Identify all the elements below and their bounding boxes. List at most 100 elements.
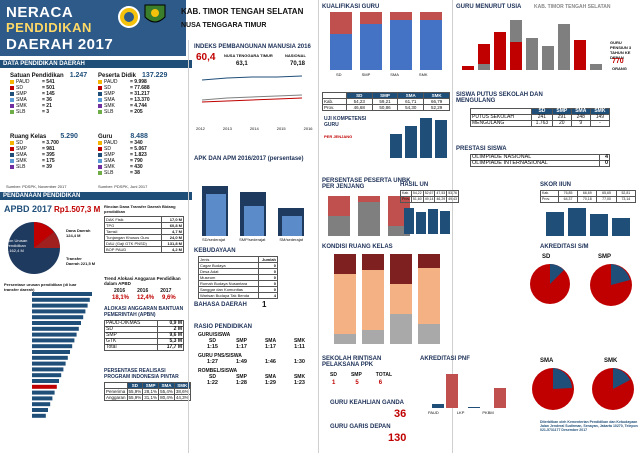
legend-swatch [98,171,102,175]
legend-swatch [98,165,102,169]
stat-label: SD [16,85,23,91]
ipm-year: 2013 [222,126,232,131]
hasil-un-title: HASIL UN [400,182,429,188]
stat-label: SMP [16,91,27,97]
peserta-block: Peserta Didik 137.229 PAUD = 9.998 SD = 77.… [98,72,184,115]
ruang-total: 5.290 [60,133,78,140]
kualifikasi-label: SMP [361,72,371,77]
ukg-title: UJI KOMPETENSI GURU [324,116,367,128]
persentase-bar [32,344,73,349]
stat-label: SMK [16,158,27,164]
stat-value: = 340 [130,140,143,146]
kebudayaan-title: KEBUDAYAAN [194,248,236,254]
kondisi-title: KONDISI RUANG KELAS [322,244,393,250]
footer-text: Diterbitkan oleh Kementerian Pendidikan … [540,420,638,432]
akreditasi-sd-label: SD [542,254,551,260]
rasio-cell: SMP [236,338,247,344]
stat-label: SMA [104,158,115,164]
ipm-col1-label: NUSA TENGGARA TIMUR [224,53,273,58]
stat-label: SD [104,85,111,91]
ruang-label: Ruang Kelas [10,134,47,140]
table-row: Warisan Budaya Tak Benda 4 [198,292,279,299]
cell-value: 44,3% [173,394,191,401]
satuan-total: 1.247 [69,72,88,79]
usia-note: GURU PENSIUN 3 TAHUN KE DEPAN [610,40,632,60]
cell-value: 55,9% [126,394,144,401]
ipm-year: 2015 [276,126,286,131]
cell-value: 70,18 [577,196,598,203]
rasio-grid: SD SMP SMA SMK 1:15 1:17 1:17 1:11 GURU PNS/SISW… [198,338,314,386]
stat-label: SMK [104,164,115,170]
stat-label: SMP [16,146,27,152]
table-row: Prov. 64,37 70,18 77,00 73,14 [540,196,637,203]
stat-value: = 145 [42,91,55,97]
table-row: Prov. 46,68 50,86 54,30 52,29 [322,104,450,111]
cell-value: 31,1% [142,394,160,401]
rasio-row: SD SMP SMA SMK [198,338,314,344]
cell-value: 64,37 [557,196,579,203]
kualifikasi-bar-chart [324,12,448,70]
stat-label: SLB [16,164,26,170]
stat-value: = 790 [130,158,143,164]
cell-value: 9 [570,120,591,127]
legend-swatch [98,98,102,102]
legend-swatch [98,104,102,108]
rasio-cell: 1:17 [264,344,276,350]
cell-value: 46,29 [434,196,448,203]
keahlian-title: GURU KEAHLIAN GANDA [330,400,404,406]
table-row: MENGULANG 1.763 20 9- [470,120,611,127]
ipm-year: 2012 [196,126,205,131]
stat-value: = 3.700 [42,140,59,146]
stat-value: = 541 [42,79,55,85]
persentase-bar [32,292,92,296]
persentase-bar [32,408,48,412]
persentase-bar [32,350,70,354]
cell-value: 52,29 [423,104,450,111]
table-row: BOP PAUD 4,2 M [103,246,184,253]
stat-label: PAUD [16,79,30,85]
rasio-cell: 1:30 [293,359,305,365]
legend-swatch [98,86,102,90]
stat-row: SMA = 13.370 [98,97,184,103]
ipm-year: 2014 [249,126,259,131]
akreditasi-smk-label: SMK [604,358,618,364]
persentase-bar [32,402,51,407]
rasio-cell: 1:49 [235,359,247,365]
row-label: OLIMPIADE INTERNASIONAL [469,160,601,167]
unbk-bar-chart [324,196,414,236]
stat-label: SD [104,146,111,152]
cell-value: 49,14 [422,196,436,203]
persentase-bar [32,379,59,383]
realisasi-title: PERSENTASE REALISASI PROGRAM INDONESIA P… [104,368,179,380]
rintisan-title: SEKOLAH RINTISAN PELAKSANA PPK [322,356,382,368]
apk-title: APK DAN APM 2016/2017 (persentase) [194,156,304,162]
table-row: Anggaran 55,9% 31,1% 80,4% 44,3% [104,394,191,401]
legend-swatch [98,159,102,163]
akreditasi-smp-pie [588,262,634,308]
title-line2: PENDIDIKAN [6,20,92,35]
pendanaan-title: PENDANAAN PENDIDIKAN [0,192,192,200]
legend-swatch [10,92,14,96]
alokasi-title: ALOKASI ANGGARAN BANTUAN PEMERINTAH (APB… [104,306,184,318]
rasio-title: RASIO PENDIDIKAN [194,324,253,330]
ukg-bar-chart [388,112,450,158]
persentase-bar [32,367,64,372]
rintisan-head-cell: TOTAL [375,372,392,378]
akreditasi-smp-label: SMP [598,254,612,260]
title-line1: NERACA [6,4,74,21]
rasio-cell: SD [209,338,216,344]
stat-row: PAUD = 9.998 [98,79,184,85]
garis-depan-value: 130 [388,432,407,444]
stat-label: SLB [104,109,114,115]
legend-swatch [98,92,102,96]
cell-value: 54,22 [410,190,424,197]
stat-label: SMP [104,91,115,97]
stat-value: = 31.217 [130,91,150,97]
row-label: Penerima [104,388,128,395]
persentase-bar [32,338,75,343]
legend-swatch [10,80,14,84]
keahlian-value: 36 [394,408,407,420]
apk-label: SM/sederajat [279,237,303,242]
rasio-guru-siswa: GURU/SISWA [198,332,231,338]
stat-value: = 430 [130,164,143,170]
